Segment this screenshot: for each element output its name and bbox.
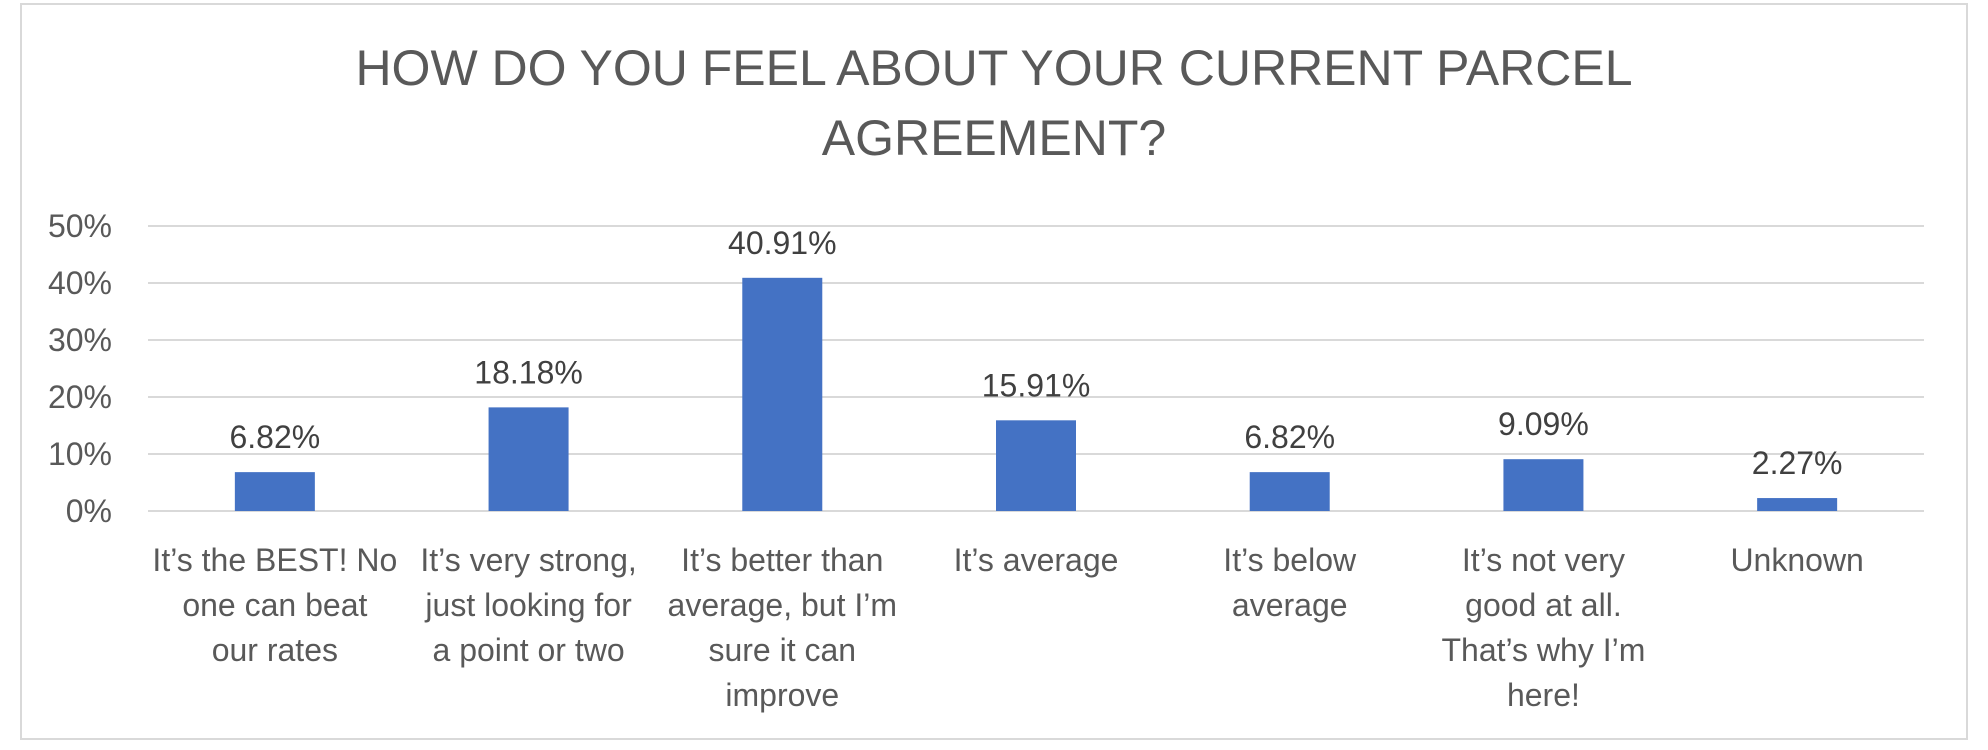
category-label: sure it can [708, 632, 856, 668]
category-label: It’s below [1223, 542, 1357, 578]
category-label: That’s why I’m [1441, 632, 1645, 668]
category-label: just looking for [424, 587, 632, 623]
gridlines [148, 225, 1924, 512]
category-label: average, but I’m [668, 587, 897, 623]
bar [1503, 459, 1584, 511]
category-label: It’s average [954, 542, 1119, 578]
category-label: Unknown [1730, 542, 1863, 578]
bar-value-label: 2.27% [1752, 445, 1843, 481]
bar [1757, 498, 1838, 511]
y-tick-label: 30% [48, 322, 112, 358]
category-label: a point or two [433, 632, 625, 668]
bar [234, 472, 315, 511]
chart-title: HOW DO YOU FEEL ABOUT YOUR CURRENT PARCE… [355, 40, 1632, 166]
bar-value-label: 15.91% [982, 367, 1091, 403]
category-label: good at all. [1465, 587, 1622, 623]
bar-value-label: 18.18% [474, 354, 583, 390]
chart-frame [20, 3, 1968, 740]
bar [488, 407, 569, 511]
y-tick-label: 10% [48, 436, 112, 472]
category-label: It’s better than [681, 542, 883, 578]
data-labels: 6.82% 18.18% 40.91% 15.91% 6.82% 9.09% 2.27% [229, 225, 1842, 481]
y-tick-label: 40% [48, 265, 112, 301]
category-label: average [1232, 587, 1348, 623]
bars [234, 277, 1838, 511]
bar-value-label: 9.09% [1498, 406, 1589, 442]
category-labels: It’s the BEST! No one can beat our rates It… [152, 542, 1863, 713]
bar [996, 420, 1076, 511]
y-tick-label: 0% [66, 493, 112, 529]
category-label: our rates [212, 632, 338, 668]
y-tick-label: 20% [48, 379, 112, 415]
bar-value-label: 6.82% [1244, 419, 1335, 455]
bar-value-label: 6.82% [229, 419, 320, 455]
category-label: It’s very strong, [420, 542, 636, 578]
chart-title-line-2: AGREEMENT? [822, 110, 1167, 166]
bar [742, 277, 823, 511]
category-label: It’s the BEST! No [152, 542, 397, 578]
chart-title-line-1: HOW DO YOU FEEL ABOUT YOUR CURRENT PARCE… [355, 40, 1632, 96]
category-label: here! [1507, 677, 1580, 713]
bar-value-label: 40.91% [728, 225, 837, 261]
category-label: improve [725, 677, 839, 713]
bar [1249, 472, 1330, 511]
category-label: It’s not very [1462, 542, 1625, 578]
category-label: one can beat [182, 587, 367, 623]
y-tick-label: 50% [48, 208, 112, 244]
y-axis-ticks: 0% 10% 20% 30% 40% 50% [48, 208, 112, 529]
